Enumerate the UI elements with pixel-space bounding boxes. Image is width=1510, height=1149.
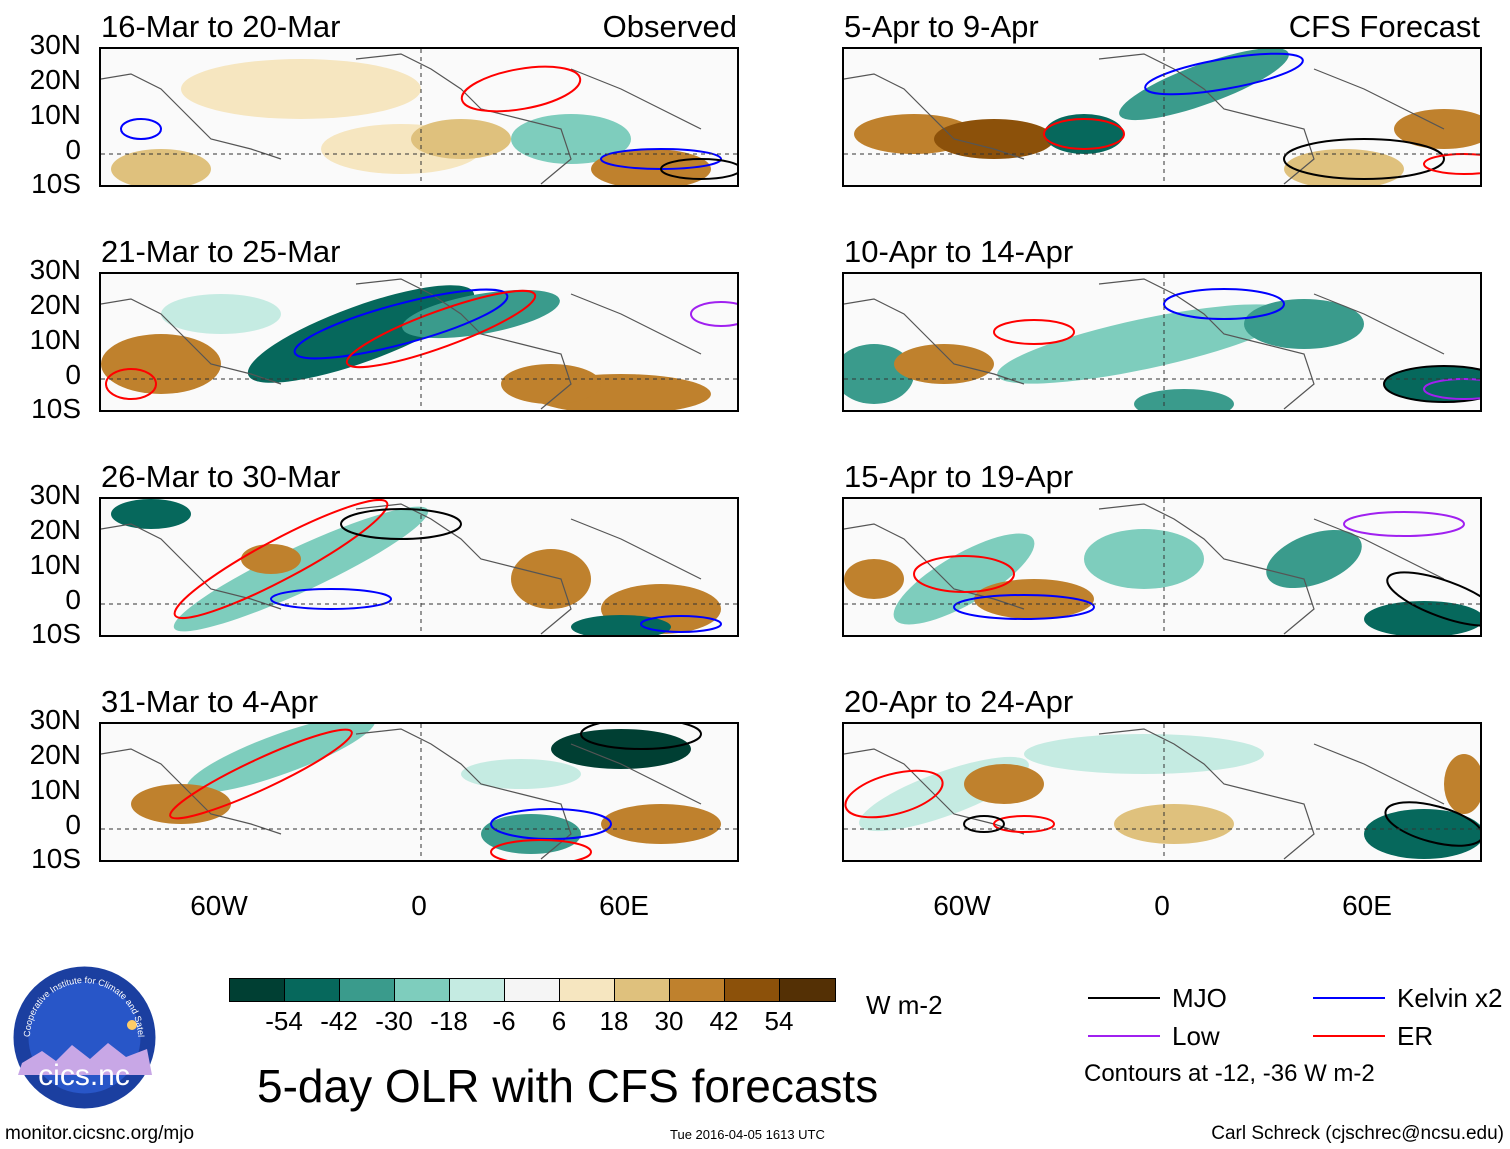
colorbar-swatch	[560, 979, 615, 1001]
colorbar-swatch	[725, 979, 780, 1001]
colorbar-swatch	[670, 979, 725, 1001]
legend-label: Kelvin x2	[1397, 983, 1503, 1013]
latitude-label: 10S	[31, 393, 81, 424]
latitude-label: 30N	[29, 479, 81, 510]
panel-title: 5-Apr to 9-Apr	[844, 9, 1039, 44]
legend-line	[1088, 1035, 1160, 1037]
legend-label: Low	[1172, 1021, 1220, 1051]
longitude-label: 60E	[1342, 890, 1392, 921]
logo-text: cics.nc	[38, 1059, 130, 1092]
colorbar-tick-label: 30	[654, 1006, 684, 1036]
colorbar-tick-label: -54	[265, 1006, 303, 1036]
colorbar-tick-label: -30	[375, 1006, 413, 1036]
footer-url[interactable]: monitor.cicsnc.org/mjo	[5, 1123, 195, 1144]
latitude-label: 10S	[31, 168, 81, 199]
olr-map-panel	[99, 272, 739, 412]
legend-label: MJO	[1172, 983, 1227, 1013]
panel-title: 15-Apr to 19-Apr	[844, 459, 1074, 494]
colorbar-swatch	[615, 979, 670, 1001]
colorbar-tick-label: 6	[551, 1006, 567, 1036]
colorbar-swatch	[395, 979, 450, 1001]
longitude-label: 60E	[599, 890, 649, 921]
longitude-label: 60W	[933, 890, 991, 921]
olr-map-panel	[99, 497, 739, 637]
latitude-label: 20N	[29, 739, 81, 770]
panel-title: 10-Apr to 14-Apr	[844, 234, 1074, 269]
latitude-label: 30N	[29, 29, 81, 60]
panel-title: 16-Mar to 20-Mar	[101, 9, 341, 44]
olr-map-panel	[842, 47, 1482, 187]
colorbar-tick-label: -6	[492, 1006, 516, 1036]
latitude-label: 20N	[29, 64, 81, 95]
latitude-label: 0	[65, 134, 81, 165]
latitude-label: 10N	[29, 324, 81, 355]
colorbar-tick-label: 18	[599, 1006, 629, 1036]
olr-map-panel	[842, 722, 1482, 862]
olr-map-panel	[842, 497, 1482, 637]
colorbar-tick-label: 42	[709, 1006, 739, 1036]
colorbar-tick-label: 54	[764, 1006, 794, 1036]
latitude-label: 0	[65, 359, 81, 390]
colorbar-swatch	[285, 979, 340, 1001]
latitude-label: 10N	[29, 99, 81, 130]
legend-line	[1313, 1035, 1385, 1037]
colorbar-swatch	[505, 979, 560, 1001]
colorbar-units: W m-2	[866, 990, 943, 1020]
colorbar-tick-label: -42	[320, 1006, 358, 1036]
legend-line	[1313, 997, 1385, 999]
colorbar-tick-label: -18	[430, 1006, 468, 1036]
olr-map-panel	[842, 272, 1482, 412]
longitude-label: 0	[411, 890, 427, 921]
olr-map-panel	[99, 722, 739, 862]
latitude-label: 10S	[31, 843, 81, 874]
cics-logo[interactable]: Cooperative Institute for Climate and Sa…	[9, 957, 157, 1110]
latitude-label: 10N	[29, 774, 81, 805]
colorbar-swatch	[780, 979, 835, 1001]
panel-label: Observed	[602, 9, 737, 44]
latitude-label: 10S	[31, 618, 81, 649]
panel-title: 21-Mar to 25-Mar	[101, 234, 341, 269]
latitude-label: 30N	[29, 254, 81, 285]
colorbar-swatch	[450, 979, 505, 1001]
colorbar-swatch	[340, 979, 395, 1001]
olr-map-panel	[99, 47, 739, 187]
panel-title: 31-Mar to 4-Apr	[101, 684, 319, 719]
latitude-label: 20N	[29, 514, 81, 545]
panel-label: CFS Forecast	[1288, 9, 1480, 44]
main-title: 5-day OLR with CFS forecasts	[257, 1060, 879, 1112]
latitude-label: 10N	[29, 549, 81, 580]
longitude-label: 0	[1154, 890, 1170, 921]
legend-note: Contours at -12, -36 W m-2	[1084, 1060, 1375, 1087]
legend-label: ER	[1397, 1021, 1434, 1051]
colorbar-swatch	[230, 979, 285, 1001]
colorbar	[229, 978, 836, 1002]
panel-title: 20-Apr to 24-Apr	[844, 684, 1074, 719]
latitude-label: 0	[65, 584, 81, 615]
latitude-label: 0	[65, 809, 81, 840]
footer-timestamp: Tue 2016-04-05 1613 UTC	[670, 1127, 825, 1142]
panel-title: 26-Mar to 30-Mar	[101, 459, 341, 494]
latitude-label: 20N	[29, 289, 81, 320]
longitude-label: 60W	[190, 890, 248, 921]
latitude-label: 30N	[29, 704, 81, 735]
legend-line	[1088, 997, 1160, 999]
footer-author: Carl Schreck (cjschrec@ncsu.edu)	[1211, 1123, 1504, 1144]
